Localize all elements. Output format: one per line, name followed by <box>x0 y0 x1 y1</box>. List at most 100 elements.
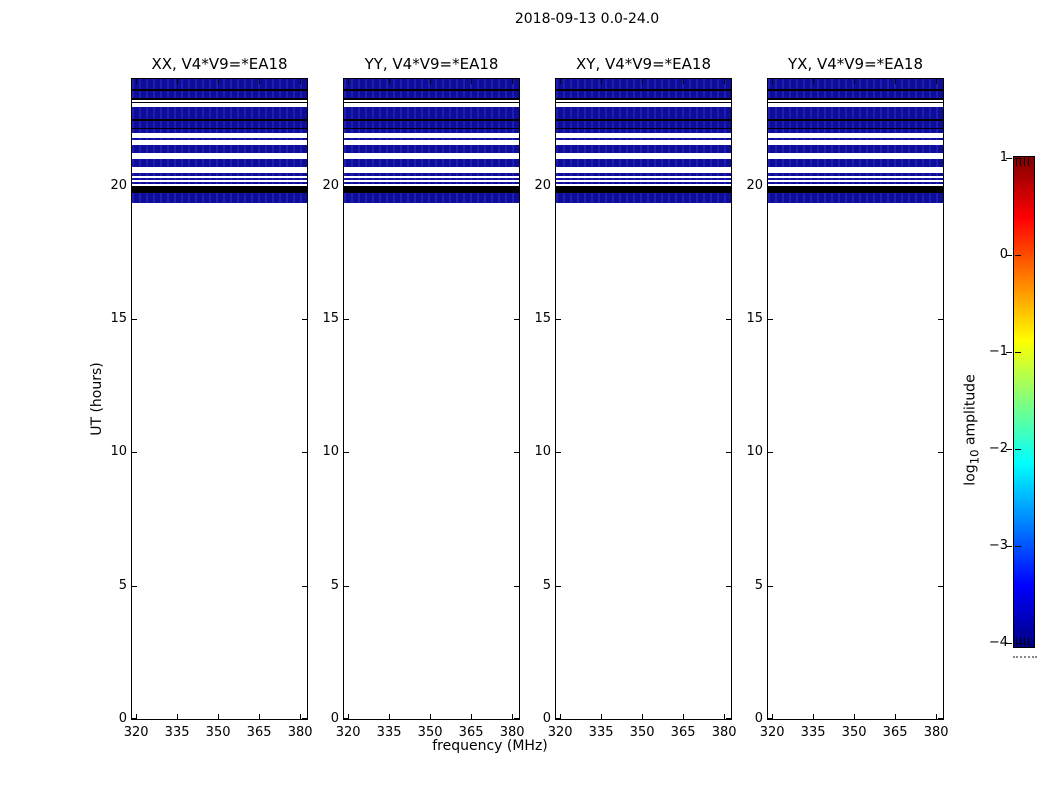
heatmap-band-black <box>556 101 731 103</box>
heatmap-band-navy <box>556 172 731 176</box>
heatmap-band-navy <box>132 177 307 180</box>
x-tick-label: 350 <box>417 725 443 740</box>
heatmap-band-white <box>556 183 731 186</box>
heatmap-band-navy <box>132 192 307 204</box>
heatmap-band-white <box>768 152 943 159</box>
x-tick-label: 365 <box>458 725 484 740</box>
y-tick-mark-right <box>726 452 731 454</box>
subplot-panel-yy: YY, V4*V9=*EA18 320 335 350 365 380 0 5 10 15 20 <box>322 55 524 740</box>
x-tick-mark-top <box>430 79 432 84</box>
heatmap-band-navy <box>556 120 731 128</box>
y-tick-mark <box>556 185 561 187</box>
y-tick-mark-right <box>938 718 943 719</box>
x-tick-mark <box>348 714 350 719</box>
x-tick-mark-top <box>772 79 774 84</box>
x-tick-mark-top <box>348 79 350 84</box>
y-tick-mark <box>556 452 561 454</box>
heatmap-band-black <box>344 97 519 100</box>
colorbar-extend-dots <box>1013 656 1037 658</box>
y-tick-label: 10 <box>746 444 763 460</box>
colorbar <box>1013 156 1035 648</box>
y-tick-mark <box>344 585 349 587</box>
subplot-title: YY, V4*V9=*EA18 <box>364 55 499 73</box>
heatmap-band-black <box>768 97 943 100</box>
heatmap-band-white <box>132 179 307 182</box>
y-tick-mark <box>556 718 561 719</box>
x-tick-mark <box>895 714 897 719</box>
y-tick-label: 15 <box>534 311 551 326</box>
y-tick-mark <box>768 319 773 320</box>
heatmap-band-white <box>768 139 943 145</box>
colorbar-bottom-minor-ticks <box>1016 638 1032 646</box>
heatmap-band-navy <box>132 91 307 98</box>
subplot-title: YX, V4*V9=*EA18 <box>788 55 923 73</box>
colorbar-tick-mark-inner <box>1015 352 1021 353</box>
y-tick-mark-right <box>302 452 307 454</box>
x-tick-mark-top <box>601 79 603 84</box>
heatmap-band-white <box>556 166 731 173</box>
y-tick-mark <box>768 452 773 454</box>
x-tick-label: 320 <box>123 725 149 740</box>
y-tick-label: 10 <box>110 444 127 460</box>
heatmap-band-black <box>768 101 943 103</box>
x-tick-mark <box>259 714 261 719</box>
y-tick-label: 5 <box>330 577 339 593</box>
heatmap-band-navy <box>768 192 943 204</box>
x-tick-label: 380 <box>499 725 525 740</box>
subplot-title: XY, V4*V9=*EA18 <box>576 55 711 73</box>
heatmap-band-white <box>132 166 307 173</box>
heatmap-band-navy <box>132 158 307 167</box>
heatmap-band-navy <box>768 177 943 180</box>
y-tick-label: 15 <box>746 311 763 326</box>
colorbar-tick-mark-outer <box>1006 255 1012 256</box>
heatmap-band-black <box>132 88 307 91</box>
heatmap-band-navy <box>344 177 519 180</box>
colorbar-tick-label: 0 <box>999 247 1008 262</box>
heatmap-band-black <box>132 97 307 100</box>
colorbar-label-text: log <box>962 464 979 486</box>
x-tick-mark <box>724 714 726 719</box>
x-tick-mark-top <box>512 79 514 84</box>
heatmap-band-black <box>556 119 731 121</box>
y-tick-label: 5 <box>754 577 763 593</box>
x-tick-mark <box>813 714 815 719</box>
colorbar-tick-label: −2 <box>988 441 1008 456</box>
colorbar-tick-mark-outer <box>1006 352 1012 353</box>
heatmap-band-navy <box>768 128 943 133</box>
heatmap-band-white <box>556 179 731 182</box>
heatmap-band-white <box>132 139 307 145</box>
colorbar-tick-mark-outer <box>1006 449 1012 450</box>
heatmap-band-white <box>132 132 307 138</box>
x-tick-mark-top <box>936 79 938 84</box>
heatmap-band-white <box>344 100 519 102</box>
heatmap-band-navy <box>556 181 731 184</box>
x-tick-mark-top <box>642 79 644 84</box>
heatmap-band-white <box>344 139 519 145</box>
heatmap-band-navy <box>344 181 519 184</box>
colorbar-tick-mark-inner <box>1015 643 1021 644</box>
y-tick-mark-right <box>726 185 731 187</box>
heatmap-band-white <box>344 175 519 178</box>
x-tick-mark-top <box>471 79 473 84</box>
heatmap-band-navy <box>344 107 519 119</box>
y-tick-mark-right <box>514 185 519 187</box>
heatmap-band-white <box>556 103 731 107</box>
x-tick-label: 350 <box>841 725 867 740</box>
heatmap-band-navy <box>556 91 731 98</box>
x-tick-label: 380 <box>711 725 737 740</box>
heatmap-band-navy <box>768 144 943 153</box>
heatmap-band-black <box>344 101 519 103</box>
x-tick-label: 335 <box>376 725 402 740</box>
y-tick-mark <box>556 585 561 587</box>
y-tick-mark <box>768 185 773 187</box>
x-tick-mark <box>936 714 938 719</box>
y-tick-label: 15 <box>322 311 339 326</box>
colorbar-label-suffix: amplitude <box>962 374 979 450</box>
x-tick-mark <box>471 714 473 719</box>
x-tick-label: 320 <box>335 725 361 740</box>
heatmap-band-black <box>344 127 519 129</box>
heatmap-band-navy <box>344 128 519 133</box>
x-tick-mark-top <box>300 79 302 84</box>
x-tick-mark <box>512 714 514 719</box>
heatmap-band-navy <box>132 144 307 153</box>
